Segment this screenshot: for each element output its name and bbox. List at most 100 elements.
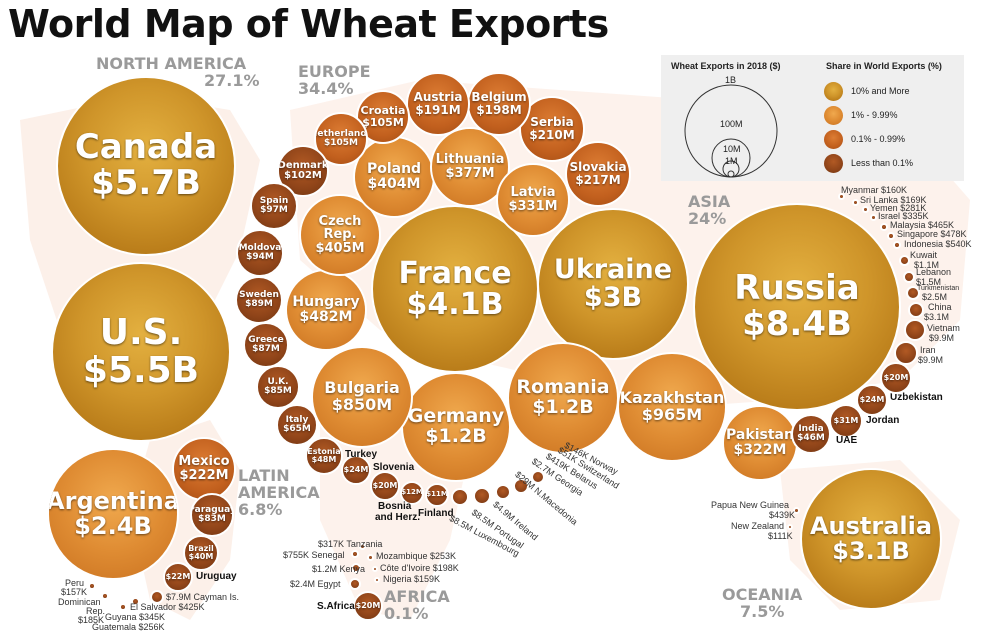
bubble-austria: Austria $191M — [406, 72, 470, 136]
bubble-value: $222M — [179, 468, 229, 483]
label-jordan: Jordan — [866, 415, 900, 426]
bubble-italy: Italy $65M — [276, 404, 318, 446]
legend-tier1-label: 10% and More — [851, 86, 910, 96]
bubble-uk: U.K. $85M — [256, 365, 300, 409]
bubble-name: Spain — [259, 195, 289, 206]
bubble-value: $405M — [315, 240, 365, 256]
dot-yemen — [862, 206, 869, 213]
region-name: EUROPE — [298, 62, 371, 81]
bubble-name: Poland — [366, 161, 422, 178]
region-share: 27.1% — [204, 70, 260, 90]
bubble-value: $8.4B — [742, 304, 852, 344]
bubble-name: Pakistan — [726, 427, 794, 444]
bubble-name: Netherlands — [316, 128, 367, 139]
dot-egypt — [349, 578, 361, 590]
legend-tier3-label: 0.1% - 0.99% — [851, 134, 906, 144]
bubble-romania: Romania $1.2B — [507, 342, 619, 454]
bubble-pakistan: Pakistan $322M — [722, 405, 798, 481]
label-png: Papua New Guinea — [711, 500, 790, 510]
bubble-value: $404M — [367, 176, 421, 192]
legend-size-title: Wheat Exports in 2018 ($) — [671, 61, 781, 71]
bubble-moldova: Moldova $94M — [236, 229, 284, 277]
bubble-value: $482M — [299, 309, 353, 325]
dot-guyana — [119, 603, 127, 611]
dot-tanzania — [359, 543, 366, 550]
bubble-ukraine: Ukraine $3B — [537, 208, 689, 360]
bubble-value: $102M — [284, 170, 322, 181]
region-share: 6.8% — [238, 499, 283, 519]
bubble-belgium: Belgium $198M — [467, 72, 531, 136]
legend-size-10m: 10M — [723, 144, 741, 154]
label-uzbekistan: Uzbekistan — [890, 392, 943, 403]
label-china-value: $3.1M — [924, 312, 950, 322]
bubble-name: Hungary — [292, 294, 360, 311]
bubble-value: $191M — [415, 103, 461, 117]
dot-lebanon — [903, 271, 915, 283]
dot-vietnam — [904, 319, 926, 341]
bubble-uruguay: $22M — [163, 562, 193, 592]
region-name-1: LATIN — [238, 466, 290, 485]
bubble-name: Croatia — [360, 104, 406, 118]
bubble-value: $5.7B — [91, 163, 201, 203]
bubble-value: $94M — [246, 252, 274, 262]
label-singapore: Singapore $478K — [897, 229, 967, 239]
bubble-name: Latvia — [510, 185, 556, 201]
bubble-name: Slovakia — [569, 160, 627, 175]
dot-senegal — [351, 550, 359, 558]
dot-kuwait — [899, 255, 910, 266]
label-turkmenistan-value: $2.5M — [922, 292, 948, 302]
bubble-name: Australia — [809, 511, 933, 540]
bubble-uzbekistan: $24M — [856, 384, 888, 416]
bubble-turkey: $24M — [341, 455, 371, 485]
bubble-name: Italy — [285, 414, 309, 425]
bubble-mexico: Mexico $222M — [172, 437, 236, 501]
bubble-name: U.S. — [99, 312, 183, 354]
label-slovenia: Slovenia — [373, 462, 415, 473]
region-share: 7.5% — [740, 601, 785, 621]
legend-share-title: Share in World Exports (%) — [826, 61, 942, 71]
legend-size-circles — [684, 84, 778, 178]
bubble-value: $87M — [252, 344, 280, 354]
label-lebanon: Lebanon — [916, 267, 952, 277]
bubble-sweden: Sweden $89M — [235, 276, 283, 324]
bubble-value: $2.4B — [74, 512, 152, 540]
bubble-value: $20M — [372, 480, 398, 490]
bubble-value: $24M — [859, 394, 885, 404]
bubble-value: $198M — [476, 103, 522, 117]
bubble-value: $40M — [188, 552, 214, 561]
legend-swatch-tier2 — [824, 106, 843, 125]
bubble-bosnia: $12M — [400, 481, 424, 505]
bubble-name: Canada — [74, 127, 218, 168]
bubble-name: Lithuania — [435, 152, 505, 168]
region-name-2: AMERICA — [238, 482, 320, 502]
label-bosnia-1: Bosnia — [378, 501, 412, 512]
label-cotedivoire: Côte d'Ivoire $198K — [380, 563, 459, 573]
label-nz: New Zealand — [731, 521, 785, 531]
dot-malaysia — [880, 223, 888, 231]
bubble-safrica: $20M — [353, 591, 383, 621]
bubble-latvia: Latvia $331M — [496, 163, 570, 237]
label-bosnia-2: and Herz. — [375, 512, 421, 523]
dot-peru — [88, 582, 96, 590]
bubble-value: $46M — [797, 433, 825, 443]
dot-singapore — [887, 232, 895, 240]
dot-nmacedonia — [513, 478, 529, 494]
region-name: NORTH AMERICA — [96, 54, 247, 73]
region-north-america: NORTH AMERICA 27.1% — [96, 54, 260, 90]
bubble-value: $3.1B — [832, 537, 910, 565]
bubble-estonia: Estonia $48M — [305, 437, 343, 475]
dot-luxembourg — [451, 488, 469, 506]
bubble-value: $322M — [733, 442, 787, 458]
bubble-slovenia: $20M — [370, 471, 400, 501]
dot-turkmenistan — [906, 286, 920, 300]
bubble-finland: $11M — [425, 483, 449, 507]
legend-tier4-label: Less than 0.1% — [851, 158, 914, 168]
label-iran-value: $9.9M — [918, 355, 944, 365]
label-nigeria: Nigeria $159K — [383, 574, 441, 584]
bubble-france: France $4.1B — [371, 205, 539, 373]
bubble-value: $48M — [311, 455, 337, 464]
bubble-name: France — [398, 255, 512, 291]
legend-size-1m: 1M — [725, 156, 738, 166]
label-israel: Israel $335K — [878, 211, 929, 221]
bubble-value: $965M — [641, 405, 703, 424]
